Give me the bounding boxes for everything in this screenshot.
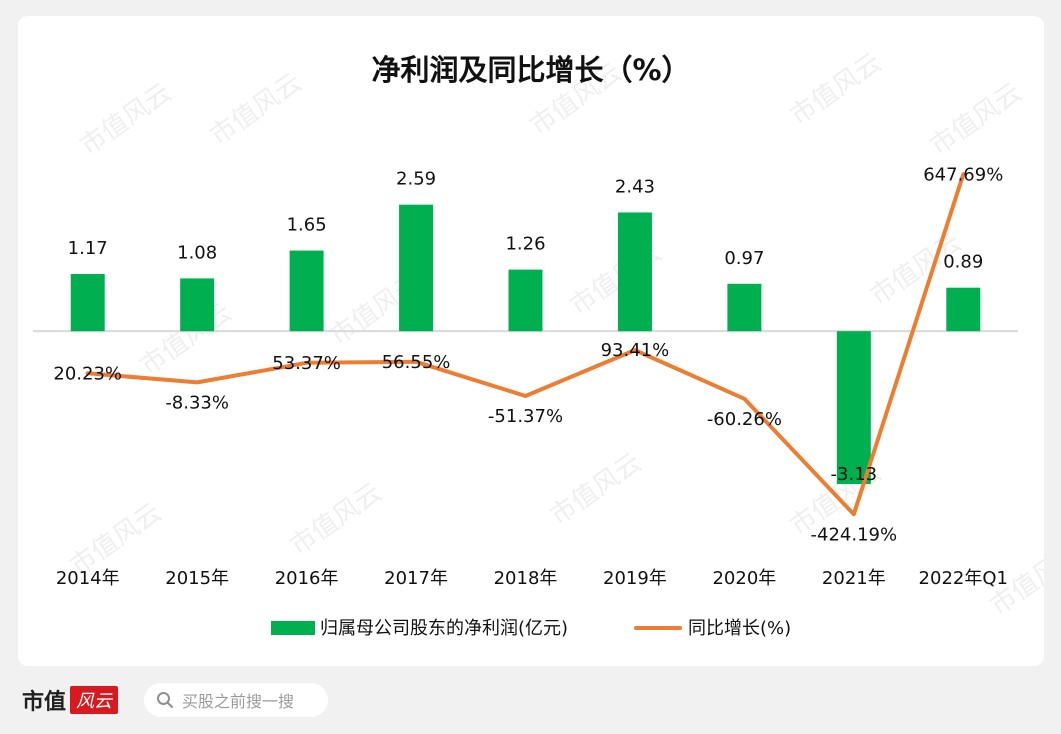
bar-value-label: 1.26 bbox=[505, 234, 545, 255]
growth-line bbox=[85, 172, 966, 517]
watermark-text: 市值风云 bbox=[785, 47, 887, 131]
x-tick-label: 2018年 bbox=[494, 568, 558, 589]
legend: 归属母公司股东的净利润(亿元) 同比增长(%) bbox=[271, 618, 791, 639]
legend-line-label: 同比增长(%) bbox=[688, 618, 791, 639]
watermark-text: 市值风云 bbox=[545, 447, 647, 531]
bar-2017年 bbox=[399, 204, 434, 332]
legend-bar-swatch bbox=[271, 621, 315, 635]
bar-series bbox=[70, 204, 981, 485]
bar-value-label: 0.97 bbox=[724, 248, 764, 269]
bar-value-label: 1.17 bbox=[68, 238, 108, 259]
watermark-text: 市值风云 bbox=[285, 477, 387, 561]
x-tick-label: 2014年 bbox=[56, 568, 120, 589]
x-tick-label: 2015年 bbox=[165, 568, 229, 589]
legend-bar-label: 归属母公司股东的净利润(亿元) bbox=[320, 618, 568, 639]
x-tick-label: 2017年 bbox=[384, 568, 448, 589]
search-placeholder: 买股之前搜一搜 bbox=[182, 692, 295, 711]
bar-value-label: 1.08 bbox=[177, 242, 217, 263]
brand-logo: 市值 风云 bbox=[22, 683, 119, 717]
bar-value-label: 2.43 bbox=[615, 176, 655, 197]
bar-value-labels: 1.17 1.08 1.65 2.59 1.26 2.43 0.97 -3.13 0.89 bbox=[68, 169, 984, 485]
footer: 市值 风云 买股之前搜一搜 bbox=[18, 675, 1044, 725]
watermark-text: 市值风云 bbox=[205, 67, 307, 151]
growth-value-label: -60.26% bbox=[707, 409, 782, 430]
search-box[interactable]: 买股之前搜一搜 bbox=[144, 683, 328, 717]
growth-value-label: -424.19% bbox=[811, 524, 898, 545]
brand-script-badge: 风云 bbox=[70, 686, 119, 714]
x-tick-label: 2016年 bbox=[275, 568, 339, 589]
x-tick-label: 2019年 bbox=[603, 568, 667, 589]
bar-2018年 bbox=[508, 269, 543, 332]
growth-value-label: 20.23% bbox=[53, 363, 122, 384]
growth-value-label: 56.55% bbox=[382, 352, 451, 373]
watermark-text: 市值风云 bbox=[75, 77, 177, 161]
bar-2019年 bbox=[617, 212, 652, 332]
x-tick-label: 2021年 bbox=[822, 568, 886, 589]
x-tick-label: 2022年Q1 bbox=[919, 568, 1008, 589]
brand-text: 市值 bbox=[22, 689, 67, 715]
bar-value-label: 0.89 bbox=[943, 252, 983, 273]
bar-value-label: -3.13 bbox=[831, 464, 878, 485]
search-icon bbox=[156, 691, 174, 709]
bar-2015年 bbox=[180, 278, 215, 332]
bar-2022年Q1 bbox=[946, 287, 981, 332]
growth-value-label: -8.33% bbox=[165, 392, 229, 413]
bar-value-label: 1.65 bbox=[287, 215, 327, 236]
bar-2020年 bbox=[727, 283, 762, 332]
bar-2014年 bbox=[70, 274, 105, 332]
bar-2021年 bbox=[836, 331, 871, 485]
growth-value-label: 647.69% bbox=[923, 164, 1003, 185]
watermark-text: 市值风云 bbox=[925, 77, 1027, 161]
chart-card: 市值风云 市值风云 市值风云 市值风云 市值风云 市值风云 市值风云 市值风云 市值风云 市值风云… bbox=[18, 16, 1044, 666]
growth-value-label: 93.41% bbox=[601, 340, 670, 361]
bar-value-label: 2.59 bbox=[396, 169, 436, 190]
x-tick-label: 2020年 bbox=[712, 568, 776, 589]
x-axis-tick-labels: 2014年 2015年 2016年 2017年 2018年 2019年 2020年 2021年… bbox=[56, 568, 1008, 589]
growth-value-label: -51.37% bbox=[488, 406, 563, 427]
growth-value-labels: 20.23% -8.33% 53.37% 56.55% -51.37% 93.41% -60… bbox=[53, 164, 1003, 545]
bar-2016年 bbox=[289, 250, 324, 332]
chart-title: 净利润及同比增长（%） bbox=[371, 53, 690, 87]
growth-value-label: 53.37% bbox=[272, 353, 341, 374]
